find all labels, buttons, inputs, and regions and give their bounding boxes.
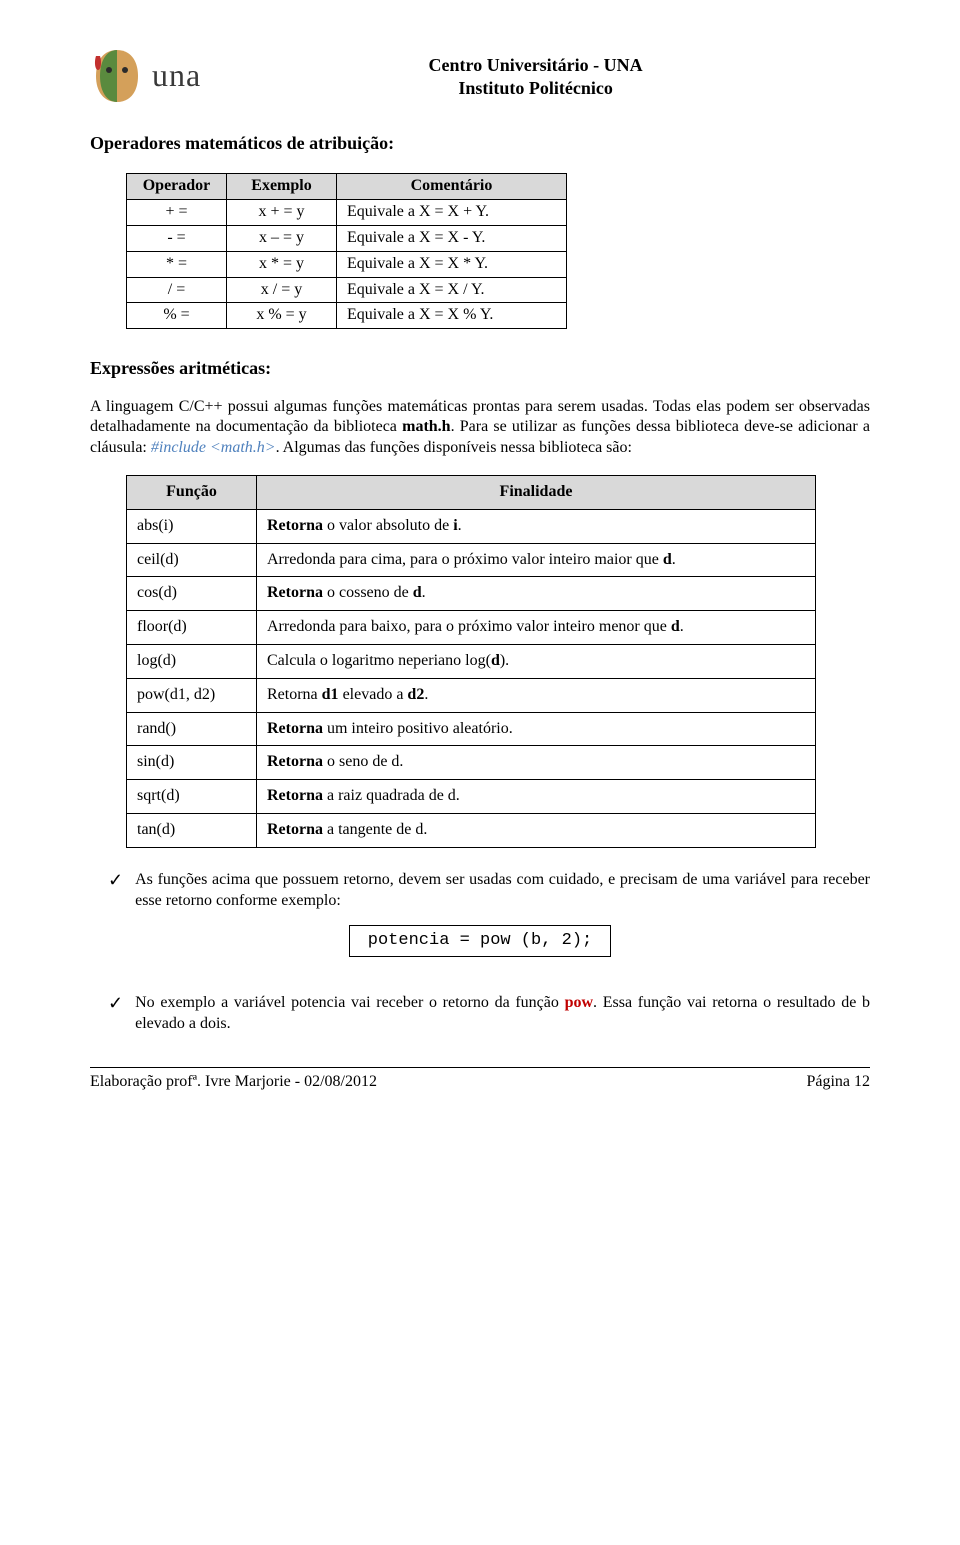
para1-b: math.h [402,418,450,435]
table-cell: / = [127,277,227,303]
logo-block: una [90,48,201,104]
func-desc-cell: Retorna um inteiro positivo aleatório. [257,712,816,746]
table-cell: x – = y [227,225,337,251]
func-desc-cell: Retorna o seno de d. [257,746,816,780]
operators-table: Operador Exemplo Comentário + =x + = yEq… [126,173,567,329]
func-name-cell: floor(d) [127,611,257,645]
func-name-cell: pow(d1, d2) [127,678,257,712]
check2-pow: pow [565,994,593,1011]
logo-text: una [152,55,201,97]
section-title-expressions: Expressões aritméticas: [90,357,870,380]
func-name-cell: ceil(d) [127,543,257,577]
func-desc-cell: Retorna o valor absoluto de i. [257,509,816,543]
header-line2: Instituto Politécnico [201,77,870,100]
funcs-th-1: Finalidade [257,475,816,509]
table-row: abs(i)Retorna o valor absoluto de i. [127,509,816,543]
func-desc-cell: Arredonda para cima, para o próximo valo… [257,543,816,577]
para1-e: . Algumas das funções disponíveis nessa … [276,439,632,456]
func-desc-cell: Calcula o logaritmo neperiano log(d). [257,644,816,678]
table-row: sin(d)Retorna o seno de d. [127,746,816,780]
func-name-cell: cos(d) [127,577,257,611]
table-row: ceil(d)Arredonda para cima, para o próxi… [127,543,816,577]
para1-include: #include <math.h> [151,439,276,456]
func-name-cell: tan(d) [127,813,257,847]
funcs-th-0: Função [127,475,257,509]
table-row: - =x – = yEquivale a X = X - Y. [127,225,567,251]
header-line1: Centro Universitário - UNA [201,54,870,77]
section-title-operators: Operadores matemáticos de atribuição: [90,132,870,155]
table-cell: + = [127,200,227,226]
func-name-cell: abs(i) [127,509,257,543]
func-name-cell: log(d) [127,644,257,678]
func-desc-cell: Retorna d1 elevado a d2. [257,678,816,712]
check-icon: ✓ [108,870,123,892]
table-row: + =x + = yEquivale a X = X + Y. [127,200,567,226]
table-row: floor(d)Arredonda para baixo, para o pró… [127,611,816,645]
table-row: rand()Retorna um inteiro positivo aleató… [127,712,816,746]
functions-table: Função Finalidade abs(i)Retorna o valor … [126,475,816,848]
table-cell: x * = y [227,251,337,277]
func-desc-cell: Retorna a tangente de d. [257,813,816,847]
func-name-cell: sin(d) [127,746,257,780]
func-desc-cell: Retorna a raiz quadrada de d. [257,780,816,814]
func-name-cell: rand() [127,712,257,746]
table-cell: - = [127,225,227,251]
func-desc-cell: Arredonda para baixo, para o próximo val… [257,611,816,645]
table-cell: Equivale a X = X / Y. [337,277,567,303]
codebox-wrap: potencia = pow (b, 2); [90,911,870,971]
func-name-cell: sqrt(d) [127,780,257,814]
table-cell: x + = y [227,200,337,226]
table-cell: Equivale a X = X * Y. [337,251,567,277]
header-title: Centro Universitário - UNA Instituto Pol… [201,48,870,101]
table-row: tan(d)Retorna a tangente de d. [127,813,816,847]
paragraph-math: A linguagem C/C++ possui algumas funções… [90,397,870,459]
table-row: pow(d1, d2)Retorna d1 elevado a d2. [127,678,816,712]
table-row: sqrt(d)Retorna a raiz quadrada de d. [127,780,816,814]
table-cell: % = [127,303,227,329]
ops-th-1: Exemplo [227,174,337,200]
check2-text: No exemplo a variável potencia vai receb… [135,993,870,1035]
table-cell: Equivale a X = X + Y. [337,200,567,226]
logo-icon [90,48,144,104]
check-item-1: ✓ As funções acima que possuem retorno, … [108,870,870,912]
table-cell: x / = y [227,277,337,303]
check1-text: As funções acima que possuem retorno, de… [135,870,870,912]
ops-th-0: Operador [127,174,227,200]
check-item-2: ✓ No exemplo a variável potencia vai rec… [108,993,870,1035]
footer-right: Página 12 [806,1072,870,1093]
table-cell: Equivale a X = X - Y. [337,225,567,251]
table-cell: * = [127,251,227,277]
table-row: log(d)Calcula o logaritmo neperiano log(… [127,644,816,678]
func-desc-cell: Retorna o cosseno de d. [257,577,816,611]
check2-a: No exemplo a variável potencia vai receb… [135,994,564,1011]
table-row: / =x / = yEquivale a X = X / Y. [127,277,567,303]
table-row: % =x % = yEquivale a X = X % Y. [127,303,567,329]
table-row: * =x * = yEquivale a X = X * Y. [127,251,567,277]
table-row: cos(d)Retorna o cosseno de d. [127,577,816,611]
footer-left: Elaboração profª. Ivre Marjorie - 02/08/… [90,1072,377,1093]
code-example: potencia = pow (b, 2); [349,925,611,957]
check-icon: ✓ [108,993,123,1015]
page-header: una Centro Universitário - UNA Instituto… [90,48,870,104]
table-cell: Equivale a X = X % Y. [337,303,567,329]
table-cell: x % = y [227,303,337,329]
page-footer: Elaboração profª. Ivre Marjorie - 02/08/… [90,1067,870,1093]
ops-th-2: Comentário [337,174,567,200]
